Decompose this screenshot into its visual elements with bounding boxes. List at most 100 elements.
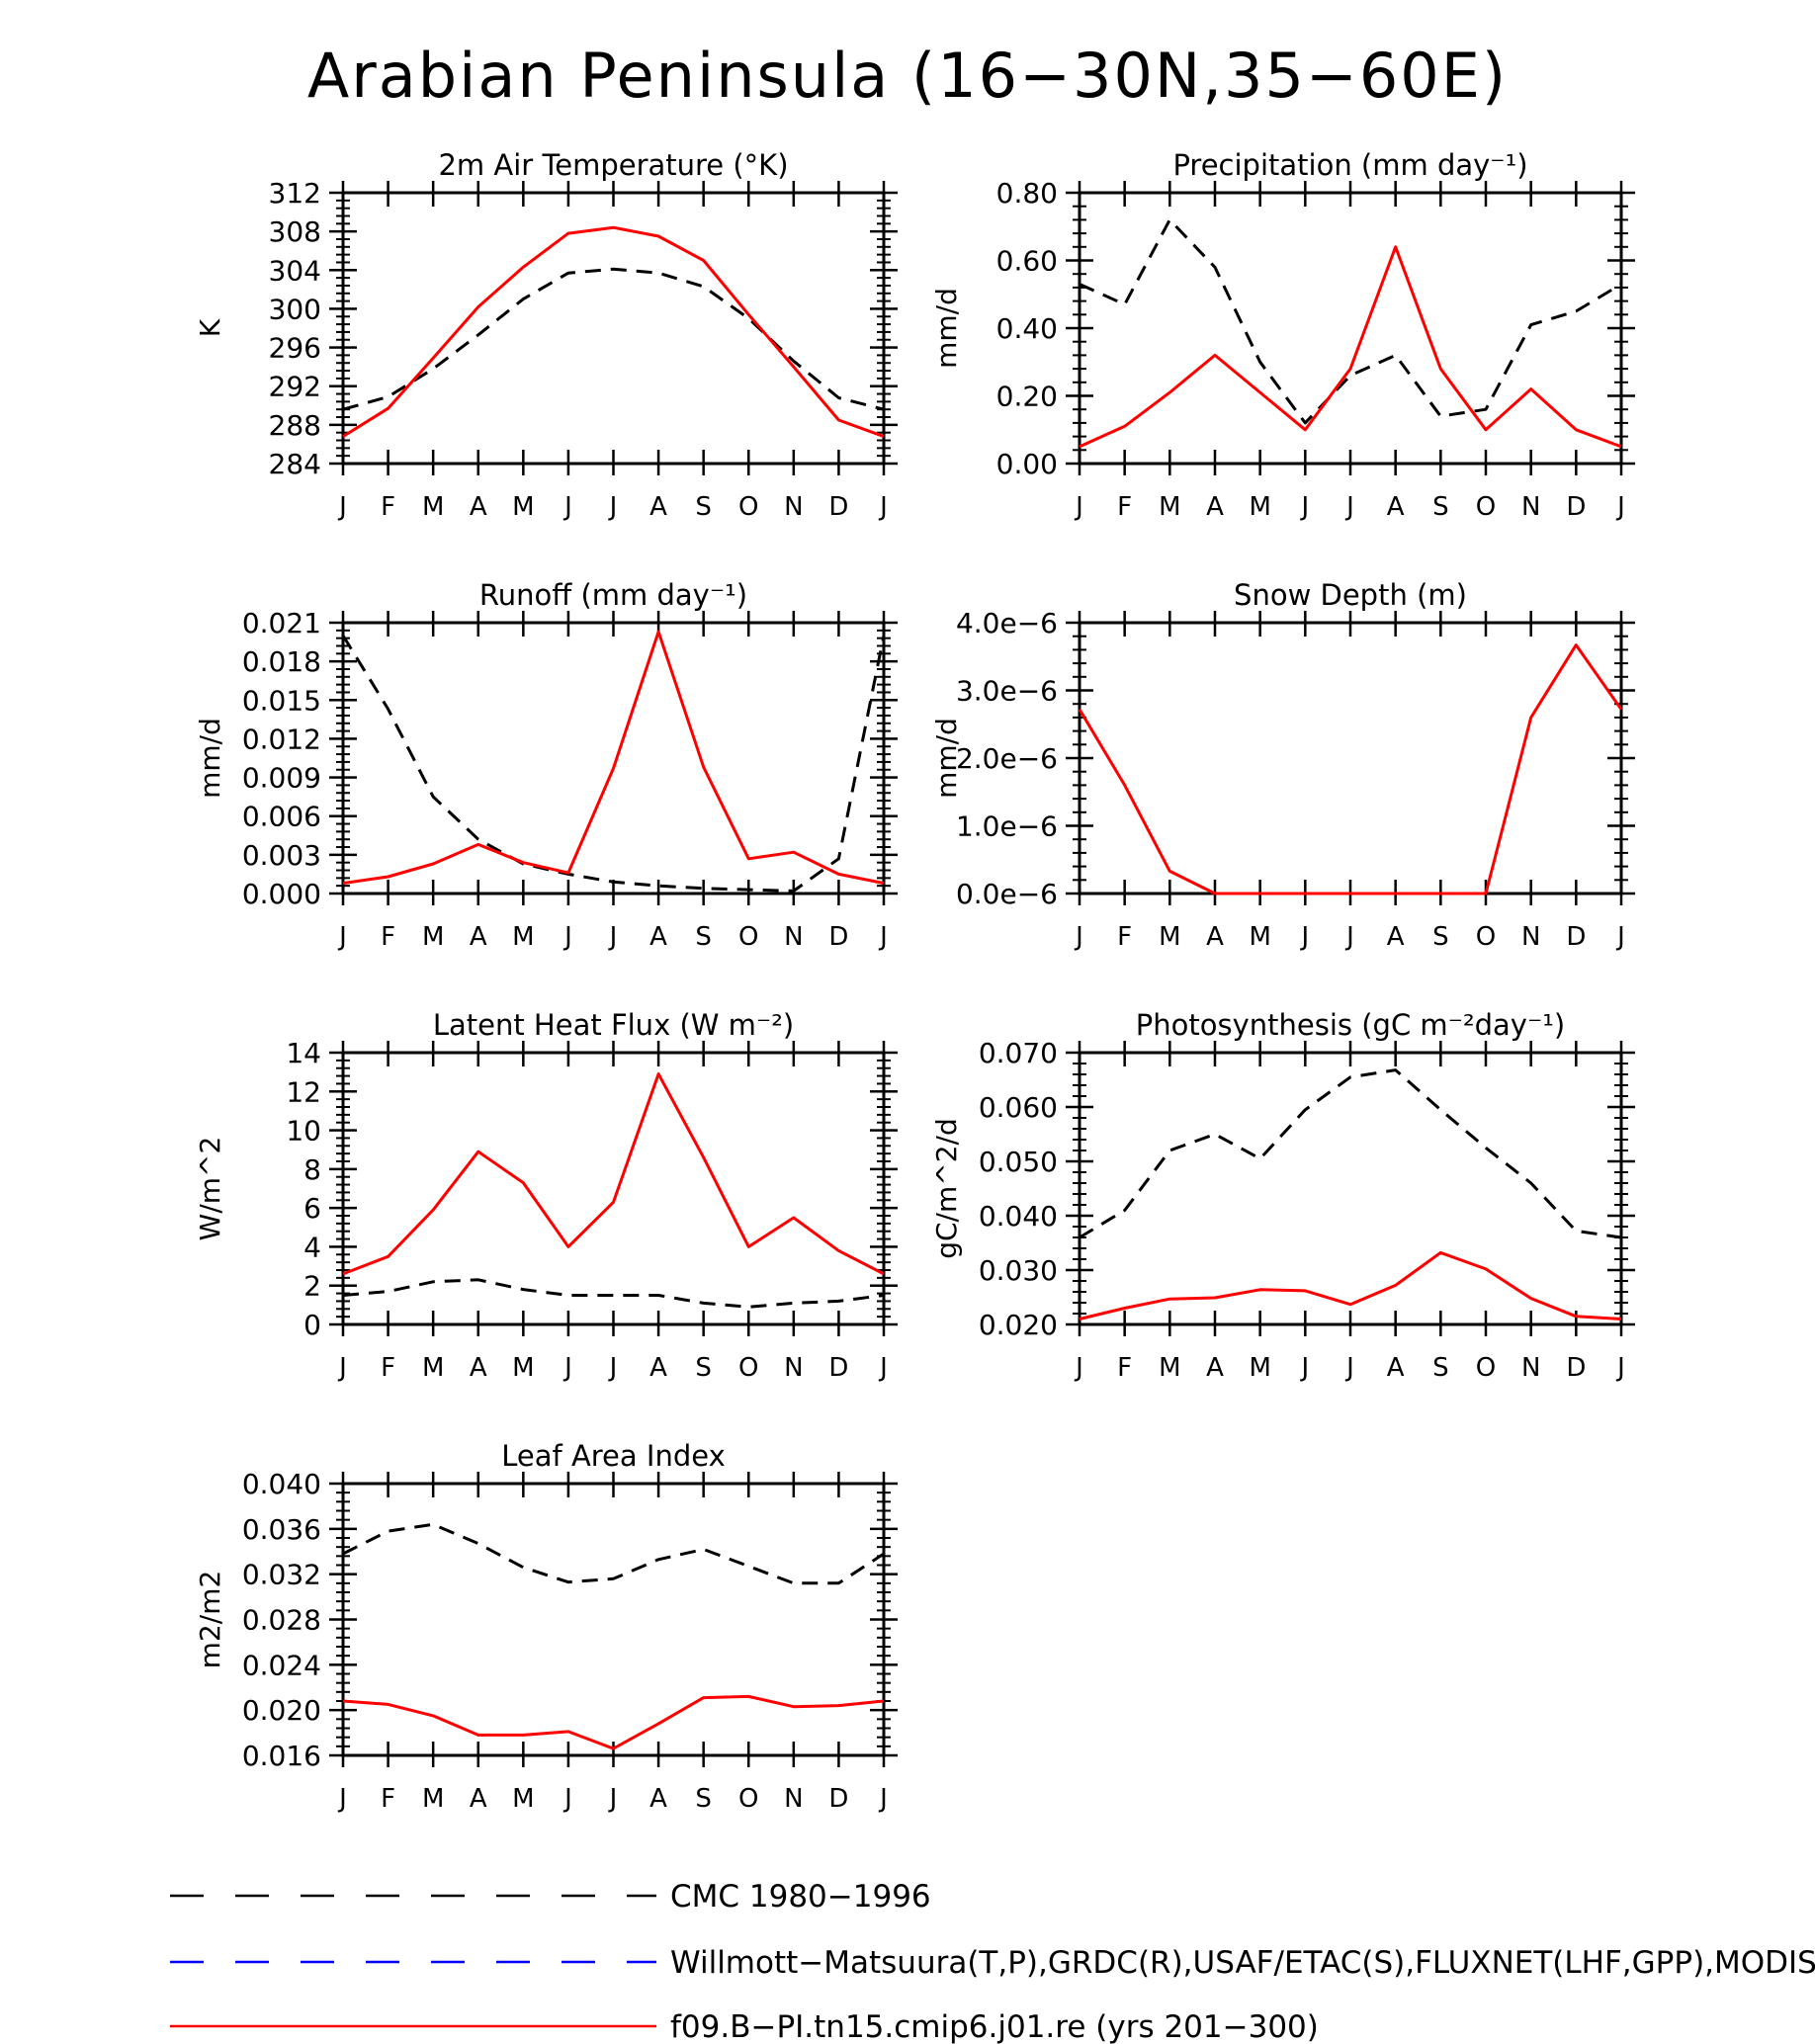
y-tick-label: 10: [286, 1115, 321, 1148]
y-tick-label: 0.009: [242, 762, 321, 795]
y-tick-label: 0.00: [996, 448, 1058, 480]
x-tick-label: F: [381, 492, 395, 522]
y-tick-label: 284: [269, 448, 321, 480]
y-axis-label: mm/d: [930, 288, 963, 369]
y-axis-label: K: [194, 318, 226, 337]
y-tick-label: 304: [269, 254, 321, 287]
x-tick-label: A: [1387, 1353, 1405, 1383]
x-tick-label: S: [695, 922, 712, 952]
x-tick-label: J: [608, 1784, 618, 1814]
series-line: [342, 225, 885, 439]
legend: CMC 1980−1996 Willmott−Matsuura(T,P),GRDC…: [170, 1879, 1815, 2044]
x-tick-label: J: [1074, 492, 1083, 522]
series-line: [342, 1522, 885, 1585]
x-tick-label: D: [828, 922, 848, 952]
x-tick-label: S: [695, 492, 712, 522]
x-tick-label: J: [1615, 1353, 1625, 1383]
x-tick-label: A: [1206, 492, 1224, 522]
series-line: [342, 1278, 885, 1309]
x-tick-label: M: [1159, 922, 1180, 952]
x-tick-label: J: [608, 492, 618, 522]
y-tick-label: 0.000: [242, 878, 321, 910]
x-tick-label: A: [1387, 922, 1405, 952]
y-tick-label: 312: [269, 177, 321, 210]
y-tick-label: 0.050: [979, 1146, 1058, 1178]
legend-label: CMC 1980−1996: [670, 1879, 931, 1915]
chart-snow: J F M A M J J A S O N D J4.0e−63.0e−62.0e−61.0e−60.0…: [930, 578, 1635, 952]
series-line: [342, 1694, 885, 1750]
chart-title: Runoff (mm day⁻¹): [479, 578, 747, 612]
x-tick-label: J: [562, 1784, 572, 1814]
y-tick-label: 4: [303, 1231, 321, 1263]
series-line: [342, 1072, 885, 1276]
x-tick-label: A: [1206, 1353, 1224, 1383]
y-tick-label: 0.060: [979, 1091, 1058, 1124]
x-tick-label: J: [878, 1353, 888, 1383]
x-tick-label: O: [1476, 492, 1496, 522]
x-tick-label: M: [512, 1353, 534, 1383]
chart-gpp: J F M A M J J A S O N D J0.0700.0600.0500.0400.0300.…: [930, 1008, 1635, 1383]
y-tick-label: 300: [269, 293, 321, 325]
x-tick-label: D: [828, 1784, 848, 1814]
x-tick-label: J: [1299, 1353, 1309, 1383]
y-tick-label: 0.012: [242, 723, 321, 755]
chart-panels: J F M A M J J A S O N D J3123083043002962922882842m …: [194, 148, 1635, 1814]
y-tick-label: 0.20: [996, 381, 1058, 413]
x-tick-label: D: [1566, 1353, 1586, 1383]
x-tick-label: D: [1566, 922, 1586, 952]
y-tick-label: 0.021: [242, 607, 321, 639]
y-tick-label: 0.60: [996, 245, 1058, 278]
x-tick-label: J: [562, 922, 572, 952]
legend-label: f09.B−PI.tn15.cmip6.j01.re (yrs 201−300): [670, 2009, 1319, 2044]
y-tick-label: 4.0e−6: [956, 607, 1058, 639]
x-tick-label: M: [1159, 1353, 1180, 1383]
x-tick-label: F: [381, 922, 395, 952]
chart-title: Photosynthesis (gC m⁻²day⁻¹): [1136, 1008, 1565, 1042]
y-tick-label: 0.016: [242, 1740, 321, 1772]
x-tick-label: O: [738, 1784, 758, 1814]
x-tick-label: J: [1344, 1353, 1354, 1383]
x-tick-label: J: [878, 492, 888, 522]
y-tick-label: 0.006: [242, 801, 321, 833]
x-tick-label: J: [1344, 922, 1354, 952]
x-tick-label: M: [1249, 1353, 1270, 1383]
y-tick-label: 3.0e−6: [956, 675, 1058, 708]
x-tick-label: N: [1521, 922, 1540, 952]
y-tick-label: 0.40: [996, 312, 1058, 345]
series-line: [1078, 643, 1623, 895]
series-line: [1079, 245, 1622, 449]
x-tick-label: N: [784, 922, 803, 952]
x-tick-label: J: [562, 492, 572, 522]
y-tick-label: 0.032: [242, 1559, 321, 1591]
series-line: [342, 630, 885, 886]
x-tick-label: F: [381, 1353, 395, 1383]
x-tick-label: J: [337, 922, 347, 952]
x-tick-label: S: [1432, 1353, 1449, 1383]
y-axis-label: m2/m2: [194, 1571, 226, 1669]
x-tick-label: F: [1117, 1353, 1132, 1383]
x-tick-label: J: [1074, 922, 1083, 952]
x-tick-label: N: [1521, 492, 1540, 522]
x-tick-label: S: [695, 1353, 712, 1383]
x-tick-label: A: [1206, 922, 1224, 952]
x-tick-label: J: [878, 1784, 888, 1814]
y-tick-label: 2.0e−6: [956, 742, 1058, 775]
x-tick-label: J: [1074, 1353, 1083, 1383]
y-tick-label: 0.040: [979, 1200, 1058, 1233]
x-tick-label: J: [1299, 922, 1309, 952]
x-tick-label: A: [649, 922, 667, 952]
plot-frame: [341, 191, 886, 466]
chart-title: Latent Heat Flux (W m⁻²): [433, 1008, 794, 1042]
x-tick-label: A: [470, 492, 487, 522]
x-tick-label: J: [337, 1353, 347, 1383]
x-tick-label: M: [1249, 492, 1270, 522]
x-tick-label: J: [1344, 492, 1354, 522]
x-tick-label: A: [1387, 492, 1405, 522]
y-tick-label: 0.0e−6: [956, 878, 1058, 910]
legend-label: Willmott−Matsuura(T,P),GRDC(R),USAF/ETAC…: [670, 1945, 1815, 1981]
x-tick-label: M: [512, 492, 534, 522]
x-tick-label: N: [784, 492, 803, 522]
chart-temp: J F M A M J J A S O N D J3123083043002962922882842m …: [194, 148, 898, 522]
y-tick-label: 8: [303, 1153, 321, 1186]
